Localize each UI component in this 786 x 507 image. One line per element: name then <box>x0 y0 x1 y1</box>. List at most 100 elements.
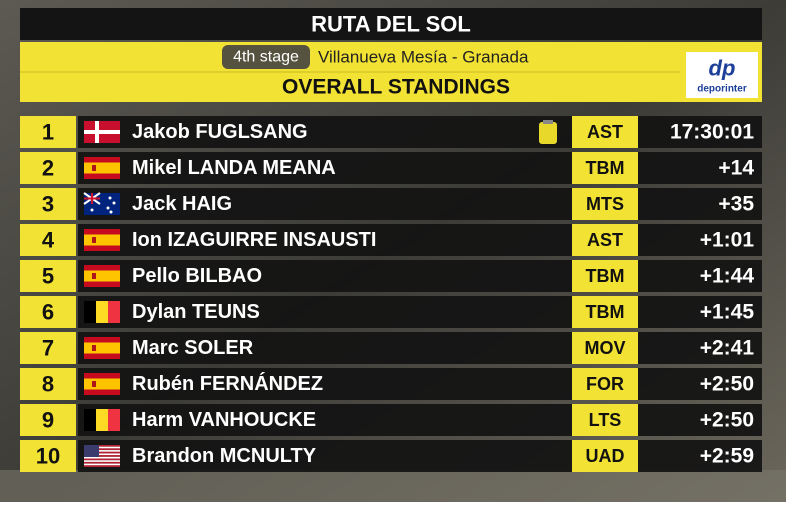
flag <box>84 456 120 459</box>
row-background <box>78 296 762 328</box>
rank-box <box>20 116 76 148</box>
team-box <box>572 332 638 364</box>
row-background <box>78 224 762 256</box>
flag <box>92 273 96 279</box>
flag <box>92 381 96 387</box>
rank: 10 <box>36 444 60 469</box>
rider-name: Harm VANHOUCKE <box>132 409 316 431</box>
flag <box>84 162 120 174</box>
flag <box>108 301 120 323</box>
rank: 7 <box>42 336 54 361</box>
rider-name: Ion IZAGUIRRE INSAUSTI <box>132 229 376 251</box>
team: AST <box>587 230 623 250</box>
time: +35 <box>718 193 754 216</box>
team: TBM <box>586 266 625 286</box>
team: AST <box>587 122 623 142</box>
logo-box <box>686 52 758 98</box>
time: +2:50 <box>700 409 754 432</box>
flag <box>84 130 120 134</box>
team-box <box>572 440 638 472</box>
team-box <box>572 296 638 328</box>
flag <box>96 301 108 323</box>
team: TBM <box>586 158 625 178</box>
time: +1:44 <box>700 265 755 288</box>
rider-name: Pello BILBAO <box>132 265 262 287</box>
background-city <box>0 470 786 502</box>
time: +14 <box>718 157 754 180</box>
jersey-icon <box>543 120 553 124</box>
flag <box>84 451 120 454</box>
rank-box <box>20 332 76 364</box>
route: Villanueva Mesía - Granada <box>318 48 529 67</box>
team-box <box>572 152 638 184</box>
rider-name: Dylan TEUNS <box>132 301 260 323</box>
title: RUTA DEL SOL <box>311 12 471 37</box>
rank-box <box>20 296 76 328</box>
logo-mark: dp <box>709 56 736 81</box>
team-box <box>572 404 638 436</box>
flag <box>84 445 120 447</box>
team: MOV <box>584 338 625 358</box>
logo-text: deporinter <box>697 84 747 95</box>
rank: 8 <box>42 372 54 397</box>
rank: 9 <box>42 408 54 433</box>
standings: 1 Jakob FUGLSANG AST 17:30:01 2 Mikel LANDA M… <box>20 116 762 472</box>
team-box <box>572 260 638 292</box>
flag <box>84 461 120 464</box>
flag <box>84 450 120 452</box>
flag <box>92 165 96 171</box>
flag <box>84 193 100 204</box>
row-background <box>78 188 762 220</box>
rank: 6 <box>42 300 54 325</box>
flag <box>84 378 120 390</box>
flag <box>106 206 110 210</box>
flag <box>84 455 120 457</box>
rank: 1 <box>42 120 54 145</box>
rank-box <box>20 152 76 184</box>
row-background <box>78 404 762 436</box>
jersey-icon <box>539 122 557 144</box>
team-box <box>572 116 638 148</box>
stage-pill <box>222 45 310 69</box>
rank: 3 <box>42 192 54 217</box>
row-background <box>78 368 762 400</box>
rank-box <box>20 188 76 220</box>
flag <box>108 196 112 200</box>
flag <box>84 463 120 466</box>
row-background <box>78 440 762 472</box>
team: LTS <box>589 410 622 430</box>
flag <box>84 342 120 354</box>
row-background <box>78 152 762 184</box>
team: FOR <box>586 374 624 394</box>
stage: 4th stage <box>233 49 299 66</box>
team-box <box>572 368 638 400</box>
rider-name: Marc SOLER <box>132 337 254 359</box>
time: +2:59 <box>700 445 754 468</box>
rank-box <box>20 404 76 436</box>
time: +2:50 <box>700 373 754 396</box>
flag <box>84 270 120 282</box>
row-background <box>78 260 762 292</box>
flag <box>112 201 116 205</box>
rank: 4 <box>42 228 55 253</box>
rider-name: Brandon MCNULTY <box>132 445 317 467</box>
flag <box>84 458 120 461</box>
rank: 5 <box>42 264 54 289</box>
rank-box <box>20 260 76 292</box>
flag <box>84 445 99 457</box>
rider-name: Jack HAIG <box>132 193 232 215</box>
flag <box>84 301 96 323</box>
time: +1:01 <box>700 229 755 252</box>
flag <box>84 409 96 431</box>
team: UAD <box>586 446 625 466</box>
flag <box>96 409 108 431</box>
flag <box>109 210 113 214</box>
rider-name: Jakob FUGLSANG <box>132 121 308 143</box>
rank-box <box>20 368 76 400</box>
row-background <box>78 332 762 364</box>
flag <box>84 446 120 449</box>
rank: 2 <box>42 156 54 181</box>
flag <box>92 237 96 243</box>
